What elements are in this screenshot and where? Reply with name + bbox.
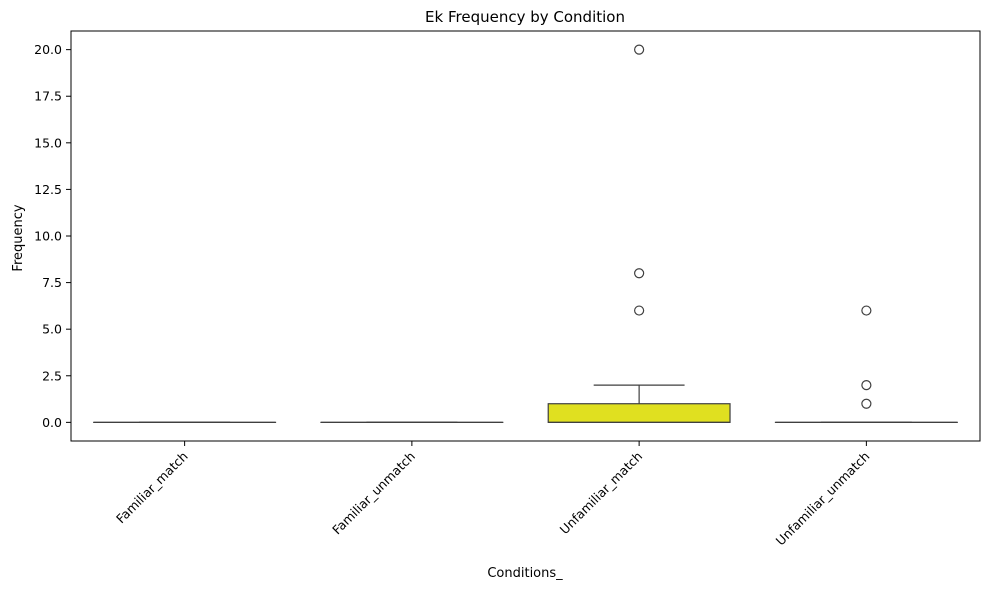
- x-tick-label: Familiar_unmatch: [329, 449, 418, 538]
- y-tick-label: 0.0: [42, 415, 62, 430]
- x-tick-label: Unfamiliar_unmatch: [773, 449, 873, 549]
- x-axis-label: Conditions_: [487, 566, 563, 581]
- y-tick-label: 12.5: [34, 182, 62, 197]
- y-tick-label: 15.0: [34, 135, 62, 150]
- plot-area: 0.0 2.5 5.0 7.5 10.0 12.5 15.0 17.5 20.0 Familiar…: [34, 30, 981, 549]
- outlier-point: [861, 398, 872, 409]
- y-tick-label: 7.5: [42, 275, 62, 290]
- y-tick-label: 10.0: [34, 229, 62, 244]
- box-Unfamiliar_unmatch: [774, 305, 958, 423]
- y-tick-label: 5.0: [42, 322, 62, 337]
- y-tick-label: 20.0: [34, 42, 62, 57]
- outlier-point: [634, 268, 645, 279]
- outlier-point: [634, 305, 645, 316]
- box-iqr: [547, 403, 731, 423]
- outlier-point: [861, 379, 872, 391]
- x-tick-label: Unfamiliar_match: [557, 449, 646, 538]
- y-tick-label: 2.5: [42, 368, 62, 383]
- chart-title: Ek Frequency by Condition: [425, 8, 625, 26]
- y-tick-label: 17.5: [34, 89, 62, 104]
- box-Unfamiliar_match: [547, 44, 731, 423]
- outlier-point: [634, 44, 645, 55]
- plot-frame: [70, 30, 981, 442]
- y-axis-label: Frequency: [11, 204, 26, 271]
- x-tick-label: Familiar_match: [113, 449, 191, 527]
- outlier-point: [861, 305, 872, 316]
